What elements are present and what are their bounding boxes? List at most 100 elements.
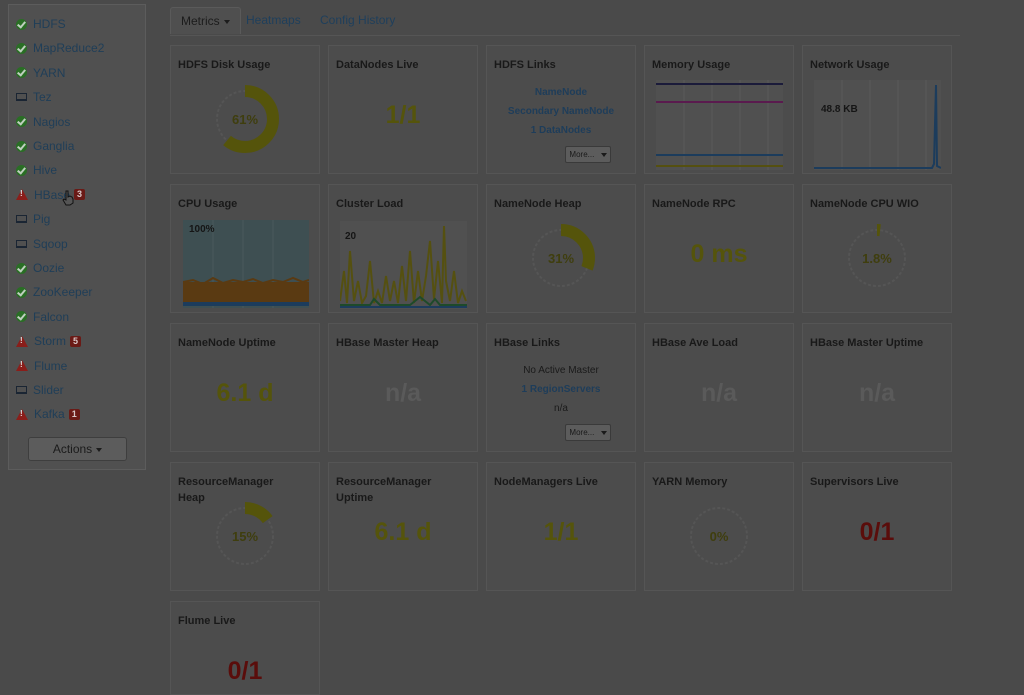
check-circle-icon bbox=[16, 116, 27, 128]
alert-count-badge: 3 bbox=[74, 189, 86, 201]
sidebar-item-sqoop[interactable]: Sqoop bbox=[16, 234, 144, 254]
more-label: More... bbox=[569, 150, 595, 159]
memory-usage-chart bbox=[656, 80, 783, 170]
widget-value: 0/1 bbox=[859, 518, 895, 546]
widget-title: DataNodes Live bbox=[336, 59, 419, 71]
widget-hbase-master-heap[interactable]: HBase Master Heap n/a bbox=[328, 323, 478, 452]
widget-supervisors-live[interactable]: Supervisors Live 0/1 bbox=[802, 462, 952, 591]
widget-nodemanagers-live[interactable]: NodeManagers Live 1/1 bbox=[486, 462, 636, 591]
widget-title: YARN Memory bbox=[652, 476, 728, 488]
donut-value: 61% bbox=[232, 112, 258, 127]
widget-hdfs-disk-usage[interactable]: HDFS Disk Usage 61% bbox=[170, 45, 320, 174]
widget-cluster-load[interactable]: Cluster Load 20 bbox=[328, 184, 478, 313]
sidebar-item-label: Flume bbox=[34, 358, 68, 373]
check-circle-icon bbox=[16, 262, 27, 274]
dashboard-tabs: Metrics Heatmaps Config History bbox=[170, 5, 960, 36]
laptop-icon bbox=[16, 215, 27, 224]
widget-title: NameNode Uptime bbox=[178, 337, 276, 349]
sidebar-item-slider[interactable]: Slider bbox=[16, 380, 144, 400]
sidebar-item-falcon[interactable]: Falcon bbox=[16, 307, 144, 327]
sidebar-item-label: Storm bbox=[34, 334, 67, 349]
widget-title: HBase Ave Load bbox=[652, 337, 738, 349]
sidebar-item-flume[interactable]: Flume bbox=[16, 356, 144, 376]
donut-value: 1.8% bbox=[862, 251, 892, 266]
chevron-down-icon bbox=[600, 430, 607, 435]
sidebar-item-label: Slider bbox=[33, 383, 64, 397]
secondary-namenode-link[interactable]: Secondary NameNode bbox=[507, 106, 615, 117]
alert-count-badge: 5 bbox=[70, 335, 82, 347]
cpu-usage-chart bbox=[183, 220, 309, 308]
sidebar-item-zookeeper[interactable]: ZooKeeper bbox=[16, 282, 144, 302]
more-button[interactable]: More... bbox=[565, 424, 611, 441]
widget-title: NameNode CPU WIO bbox=[810, 198, 919, 210]
widget-value: n/a bbox=[384, 379, 422, 407]
yarn-memory-donut: 0% bbox=[685, 502, 753, 570]
check-circle-icon bbox=[16, 286, 27, 298]
widget-title: HBase Master Uptime bbox=[810, 337, 924, 349]
widget-network-usage[interactable]: Network Usage 48.8 KB bbox=[802, 45, 952, 174]
sidebar-item-tez[interactable]: Tez bbox=[16, 87, 144, 107]
widget-title: HBase Links bbox=[494, 337, 561, 349]
gauge-fill bbox=[211, 85, 279, 153]
widget-resourcemanager-heap[interactable]: ResourceManager Heap 15% bbox=[170, 462, 320, 591]
sidebar-item-ganglia[interactable]: Ganglia bbox=[16, 136, 144, 156]
widget-value: 6.1 d bbox=[374, 518, 432, 546]
widget-value: 1/1 bbox=[385, 101, 421, 129]
alert-count-badge: 1 bbox=[68, 408, 80, 420]
widget-datanodes-live[interactable]: DataNodes Live 1/1 bbox=[328, 45, 478, 174]
laptop-icon bbox=[16, 239, 27, 248]
widget-yarn-memory[interactable]: YARN Memory 0% bbox=[644, 462, 794, 591]
donut-value: 15% bbox=[232, 529, 258, 544]
widget-flume-live[interactable]: Flume Live 0/1 bbox=[170, 601, 320, 695]
sidebar-item-label: Sqoop bbox=[33, 236, 68, 251]
sidebar-item-label: ZooKeeper bbox=[33, 285, 93, 300]
widget-title: ResourceManager Uptime bbox=[336, 476, 432, 504]
widget-title: Supervisors Live bbox=[810, 476, 899, 488]
sidebar-item-pig[interactable]: Pig bbox=[16, 209, 144, 229]
widget-hbase-links: HBase Links No Active Master 1 RegionSer… bbox=[486, 323, 636, 452]
hdfs-disk-donut: 61% bbox=[211, 85, 279, 153]
namenode-link[interactable]: NameNode bbox=[534, 87, 588, 98]
widget-resourcemanager-uptime[interactable]: ResourceManager Uptime 6.1 d bbox=[328, 462, 478, 591]
actions-button[interactable]: Actions bbox=[28, 437, 127, 461]
laptop-icon bbox=[16, 386, 27, 394]
widget-namenode-heap[interactable]: NameNode Heap 31% bbox=[486, 184, 636, 313]
widget-namenode-cpu-wio[interactable]: NameNode CPU WIO 1.8% bbox=[802, 184, 952, 313]
widget-cpu-usage[interactable]: CPU Usage 100% bbox=[170, 184, 320, 313]
tab-metrics[interactable]: Metrics bbox=[170, 7, 241, 34]
check-circle-icon bbox=[16, 18, 27, 30]
sidebar-item-oozie[interactable]: Oozie bbox=[16, 258, 144, 278]
sidebar-item-label: Pig bbox=[33, 212, 51, 227]
widget-title: HBase Master Heap bbox=[336, 337, 439, 349]
tab-heatmaps[interactable]: Heatmaps bbox=[246, 13, 301, 27]
sidebar-item-label: Oozie bbox=[33, 261, 65, 275]
cluster-load-chart bbox=[340, 221, 467, 309]
widget-namenode-rpc[interactable]: NameNode RPC 0 ms bbox=[644, 184, 794, 313]
widget-title: ResourceManager Heap bbox=[178, 476, 274, 504]
widget-title: HDFS Links bbox=[494, 59, 556, 71]
tab-config-history[interactable]: Config History bbox=[320, 13, 396, 27]
widget-namenode-uptime[interactable]: NameNode Uptime 6.1 d bbox=[170, 323, 320, 452]
sidebar-item-hive[interactable]: Hive bbox=[16, 160, 144, 180]
more-button[interactable]: More... bbox=[565, 146, 611, 163]
widget-memory-usage[interactable]: Memory Usage bbox=[644, 45, 794, 174]
datanodes-link[interactable]: 1 DataNodes bbox=[530, 125, 592, 136]
widget-title: NameNode Heap bbox=[494, 198, 582, 210]
sidebar-item-hdfs[interactable]: HDFS bbox=[16, 14, 144, 34]
widget-hdfs-links: HDFS Links NameNode Secondary NameNode 1… bbox=[486, 45, 636, 174]
sidebar-item-nagios[interactable]: Nagios bbox=[16, 112, 144, 132]
check-circle-icon bbox=[16, 164, 27, 176]
gauge-fill bbox=[527, 224, 595, 292]
check-circle-icon bbox=[16, 67, 27, 79]
chevron-down-icon bbox=[96, 447, 103, 452]
widget-hbase-ave-load[interactable]: HBase Ave Load n/a bbox=[644, 323, 794, 452]
regionservers-link[interactable]: 1 RegionServers bbox=[521, 384, 601, 395]
chevron-down-icon bbox=[223, 19, 230, 24]
sidebar-item-yarn[interactable]: YARN bbox=[16, 63, 144, 83]
sidebar-item-mapreduce2[interactable]: MapReduce2 bbox=[16, 38, 144, 58]
widget-hbase-master-uptime[interactable]: HBase Master Uptime n/a bbox=[802, 323, 952, 452]
widget-title: Cluster Load bbox=[336, 198, 404, 210]
